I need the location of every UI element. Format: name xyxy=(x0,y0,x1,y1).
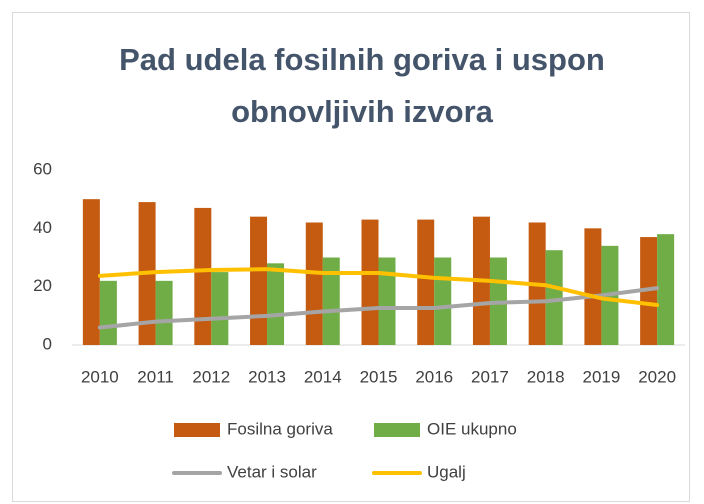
bar xyxy=(82,199,100,345)
bar xyxy=(250,216,268,345)
x-tick-label: 2013 xyxy=(248,367,286,386)
x-tick-label: 2010 xyxy=(81,367,119,386)
bar xyxy=(434,257,452,345)
bar xyxy=(378,257,396,345)
legend-label: Fosilna goriva xyxy=(227,419,333,438)
legend-label: OIE ukupno xyxy=(427,419,517,438)
y-tick-label: 40 xyxy=(33,218,52,237)
x-tick-label: 2020 xyxy=(638,367,676,386)
bar xyxy=(361,219,379,345)
x-tick-label: 2015 xyxy=(360,367,398,386)
bar xyxy=(305,222,323,345)
legend-label: Vetar i solar xyxy=(227,462,317,481)
chart-title: Pad udela fosilnih goriva i uspon obnovl… xyxy=(119,42,605,129)
legend-swatch xyxy=(374,423,420,437)
bar xyxy=(322,257,340,345)
bar xyxy=(194,207,212,345)
x-tick-label: 2019 xyxy=(582,367,620,386)
legend-swatch xyxy=(174,423,220,437)
bar xyxy=(99,280,117,345)
bar xyxy=(211,272,229,345)
x-tick-label: 2016 xyxy=(415,367,453,386)
x-tick-label: 2017 xyxy=(471,367,509,386)
y-tick-label: 0 xyxy=(43,334,52,353)
x-tick-label: 2014 xyxy=(304,367,342,386)
y-tick-label: 60 xyxy=(33,159,52,178)
bar xyxy=(584,228,602,345)
x-tick-label: 2012 xyxy=(192,367,230,386)
bar xyxy=(545,250,563,345)
line xyxy=(97,286,660,330)
bar xyxy=(155,280,173,345)
y-tick-label: 20 xyxy=(33,276,52,295)
bar xyxy=(267,263,285,345)
bar xyxy=(417,219,435,345)
legend-label: Ugalj xyxy=(427,462,466,481)
bar xyxy=(657,234,675,345)
line xyxy=(97,267,660,308)
chart-frame xyxy=(12,12,690,502)
x-tick-label: 2011 xyxy=(137,367,174,386)
x-tick-label: 2018 xyxy=(527,367,565,386)
